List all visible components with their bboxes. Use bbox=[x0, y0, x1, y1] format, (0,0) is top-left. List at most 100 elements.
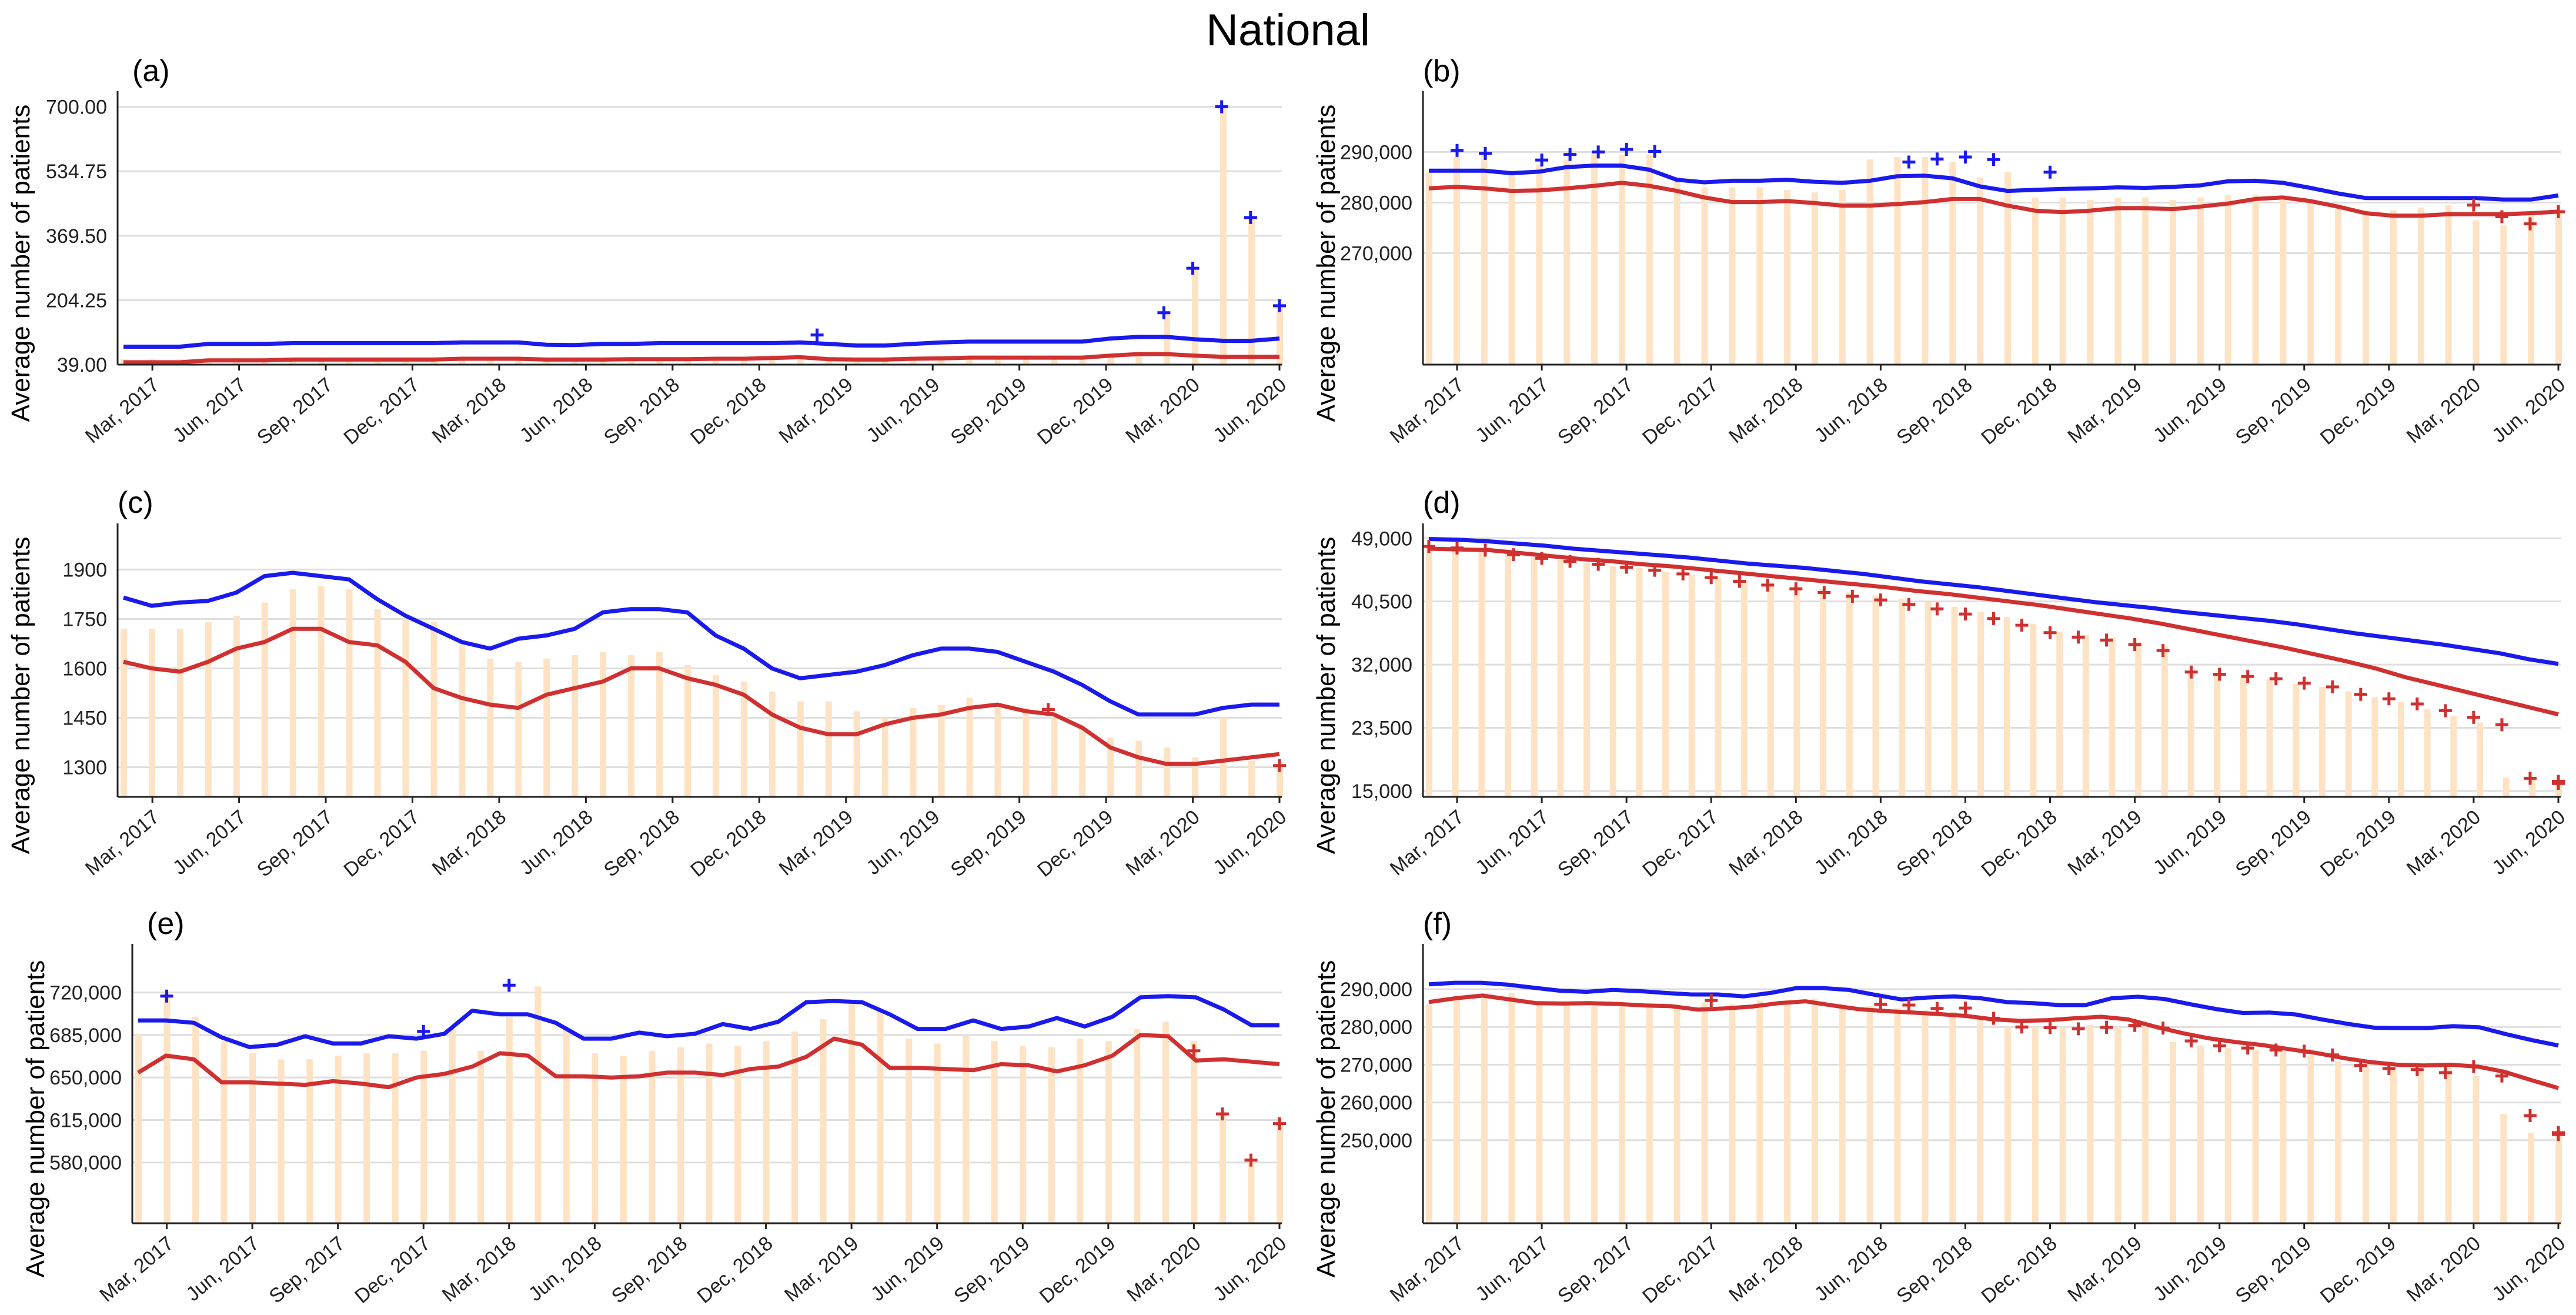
bar bbox=[2335, 205, 2342, 365]
bar bbox=[2503, 777, 2510, 797]
x-tick-label: Sep, 2018 bbox=[1892, 1232, 1976, 1308]
bar bbox=[712, 675, 719, 797]
plus-marker bbox=[1733, 575, 1746, 588]
bar bbox=[2473, 1076, 2480, 1223]
y-tick-label: 270,000 bbox=[1340, 243, 1412, 265]
plus-marker bbox=[2072, 630, 2085, 644]
bar bbox=[1922, 1010, 1929, 1223]
bar bbox=[1951, 606, 1958, 797]
x-tick-label: Jun, 2018 bbox=[1810, 1232, 1892, 1306]
bar bbox=[712, 357, 719, 365]
bar bbox=[2528, 1132, 2535, 1223]
bar bbox=[592, 1053, 599, 1223]
bar bbox=[515, 358, 522, 365]
bar bbox=[848, 1002, 856, 1223]
plus-marker bbox=[2467, 710, 2480, 724]
plus-marker bbox=[1620, 560, 1633, 574]
x-tick-label: Jun, 2017 bbox=[169, 373, 250, 447]
x-tick-label: Mar, 2020 bbox=[1121, 806, 1204, 880]
bar bbox=[1701, 187, 1708, 365]
bar bbox=[1426, 546, 1432, 797]
bar bbox=[2197, 197, 2204, 365]
plus-marker bbox=[1620, 143, 1633, 156]
bar bbox=[1977, 1019, 1984, 1223]
bar bbox=[910, 707, 917, 797]
plus-marker bbox=[2015, 1020, 2029, 1034]
x-tick-label: Dec, 2018 bbox=[686, 373, 770, 449]
panel-label: (d) bbox=[1423, 486, 1461, 520]
bar bbox=[2280, 200, 2287, 365]
bar bbox=[2109, 638, 2116, 797]
x-tick-label: Dec, 2019 bbox=[1033, 806, 1117, 882]
plus-marker bbox=[1563, 555, 1577, 568]
y-tick-label: 270,000 bbox=[1340, 1054, 1412, 1076]
x-tick-label: Jun, 2017 bbox=[1471, 373, 1553, 447]
upper-series-line bbox=[1428, 980, 2559, 1048]
x-tick-label: Sep, 2019 bbox=[2231, 373, 2316, 449]
bar bbox=[2293, 683, 2300, 797]
bar bbox=[2142, 197, 2149, 365]
panel-label: (c) bbox=[118, 486, 153, 520]
plus-marker bbox=[1422, 540, 1435, 553]
bar bbox=[261, 602, 268, 797]
panel-label: (b) bbox=[1423, 54, 1461, 88]
bar bbox=[449, 1029, 456, 1223]
plus-marker bbox=[1592, 145, 1605, 159]
x-tick-label: Dec, 2017 bbox=[339, 806, 423, 882]
plus-marker bbox=[2269, 672, 2283, 686]
y-tick-label: 250,000 bbox=[1340, 1130, 1412, 1152]
bar bbox=[2417, 208, 2424, 365]
plus-marker bbox=[1592, 558, 1605, 571]
bar bbox=[1220, 106, 1227, 365]
bar bbox=[1673, 1004, 1680, 1223]
x-tick-label: Sep, 2019 bbox=[947, 373, 1031, 449]
x-tick-label: Jun, 2018 bbox=[1810, 806, 1892, 879]
bar bbox=[534, 986, 542, 1223]
x-tick-label: Mar, 2018 bbox=[428, 806, 510, 880]
page-title: National bbox=[1206, 5, 1370, 55]
y-tick-label: 1450 bbox=[62, 707, 107, 730]
plus-marker bbox=[2354, 1059, 2367, 1072]
x-tick-label: Jun, 2017 bbox=[1471, 806, 1553, 879]
bar bbox=[192, 1016, 199, 1223]
bar bbox=[1977, 177, 1984, 365]
bar bbox=[2252, 195, 2259, 365]
bar bbox=[2187, 672, 2194, 797]
x-tick-label: Mar, 2018 bbox=[1725, 1232, 1807, 1306]
plus-marker bbox=[1874, 997, 1887, 1011]
bar bbox=[2528, 215, 2535, 365]
plus-marker bbox=[1041, 703, 1055, 716]
x-tick-label: Sep, 2019 bbox=[2231, 806, 2316, 882]
plus-marker bbox=[2072, 1022, 2085, 1036]
bar bbox=[1756, 187, 1763, 365]
x-tick-label: Mar, 2017 bbox=[81, 806, 163, 880]
bar bbox=[1846, 592, 1853, 797]
x-tick-label: Mar, 2017 bbox=[95, 1232, 178, 1306]
bar bbox=[1277, 763, 1283, 797]
bar bbox=[1767, 583, 1774, 797]
plus-marker bbox=[1479, 543, 1492, 557]
x-tick-label: Dec, 2018 bbox=[686, 806, 770, 882]
plus-marker bbox=[2326, 1048, 2339, 1062]
bar bbox=[1478, 549, 1485, 797]
panel-label: (a) bbox=[132, 54, 170, 88]
bar bbox=[1162, 1022, 1169, 1223]
bar bbox=[1729, 1004, 1736, 1223]
bar bbox=[1531, 556, 1538, 797]
bar bbox=[1481, 993, 1488, 1223]
x-tick-label: Jun, 2019 bbox=[2149, 1232, 2231, 1306]
bar bbox=[1107, 356, 1114, 365]
bar bbox=[487, 358, 494, 365]
bar bbox=[684, 665, 691, 797]
plus-marker bbox=[810, 328, 824, 342]
panel-label: (e) bbox=[147, 907, 185, 941]
bar bbox=[620, 1056, 627, 1223]
plus-marker bbox=[1817, 586, 1831, 599]
x-tick-label: Sep, 2019 bbox=[947, 806, 1031, 882]
x-tick-label: Jun, 2019 bbox=[2149, 806, 2231, 879]
lower-series-line bbox=[137, 1033, 1280, 1090]
plus-marker bbox=[1959, 608, 1972, 621]
x-tick-label: Jun, 2020 bbox=[2488, 806, 2570, 879]
